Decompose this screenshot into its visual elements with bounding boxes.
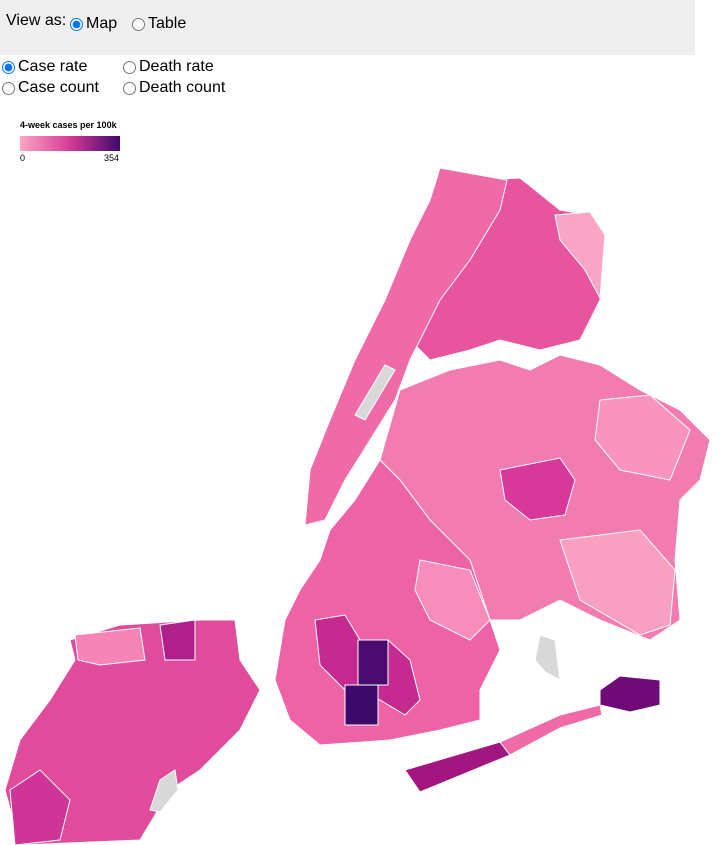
metric-radio[interactable] bbox=[123, 60, 136, 74]
queens-center bbox=[499, 457, 576, 521]
legend-gradient bbox=[20, 136, 120, 151]
queens-east bbox=[594, 394, 691, 481]
staten-park bbox=[149, 769, 179, 813]
metric-option[interactable]: Death rate bbox=[123, 58, 214, 76]
view-radio[interactable] bbox=[132, 17, 145, 31]
view-radio[interactable] bbox=[70, 17, 83, 31]
legend-min: 0 bbox=[20, 153, 26, 163]
rockaway-east bbox=[499, 704, 603, 756]
metric-radio[interactable] bbox=[2, 81, 15, 95]
metric-radio[interactable] bbox=[123, 81, 136, 95]
metric-option-text: Death count bbox=[139, 79, 226, 96]
jfk bbox=[534, 634, 561, 681]
metric-option-text: Case count bbox=[18, 79, 99, 96]
metric-option-text: Death rate bbox=[139, 58, 214, 75]
staten-north bbox=[74, 627, 146, 666]
staten-island bbox=[4, 619, 261, 845]
metric-option[interactable]: Case rate bbox=[2, 58, 87, 76]
view-option-text: Map bbox=[86, 15, 118, 32]
central-park bbox=[354, 364, 396, 421]
staten-southwest bbox=[9, 769, 71, 845]
rockaway bbox=[404, 741, 511, 793]
brooklyn-dark-2 bbox=[344, 684, 379, 726]
queens-south bbox=[559, 529, 676, 636]
legend-title: 4-week cases per 100k bbox=[20, 120, 117, 130]
view-option[interactable]: Table bbox=[132, 15, 186, 33]
view-option-text: Table bbox=[148, 15, 187, 32]
queens-purple bbox=[599, 675, 661, 713]
metric-option-text: Case rate bbox=[18, 58, 88, 75]
legend-max: 354 bbox=[104, 153, 120, 163]
staten-purple bbox=[159, 619, 196, 661]
manhattan bbox=[304, 167, 508, 526]
metric-option[interactable]: Case count bbox=[2, 79, 99, 97]
metric-option[interactable]: Death count bbox=[123, 79, 225, 97]
metric-radio[interactable] bbox=[2, 60, 15, 74]
bronx-east bbox=[554, 211, 606, 300]
brooklyn-dark-1 bbox=[357, 639, 389, 686]
view-label: View as: bbox=[6, 12, 67, 29]
brooklyn-east bbox=[414, 559, 491, 641]
view-option[interactable]: Map bbox=[70, 15, 117, 33]
view-toggle-bar: View as: Map Table bbox=[0, 0, 695, 55]
